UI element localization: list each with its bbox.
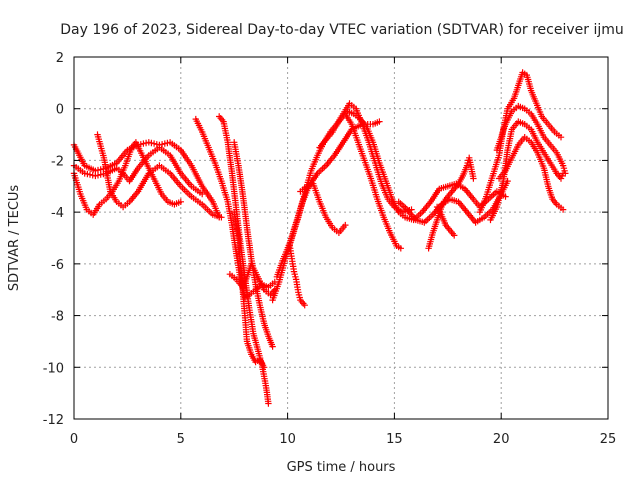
plot-frame	[73, 56, 609, 420]
series-arc-12	[286, 242, 308, 309]
chart-title: Day 196 of 2023, Sidereal Day-to-day VTE…	[60, 22, 624, 38]
data-point-markers	[231, 139, 276, 350]
y-tick-label: -2	[51, 154, 64, 169]
y-tick-label: -4	[51, 206, 64, 221]
x-tick-label: 15	[386, 432, 403, 447]
x-tick-label: 25	[600, 432, 617, 447]
data-point-markers	[495, 134, 567, 213]
data-point-markers	[487, 118, 567, 224]
y-tick-label: -12	[43, 413, 64, 428]
y-axis-label: SDTVAR / TECUs	[7, 185, 22, 292]
series-arc-9	[226, 260, 278, 299]
series-arc-20	[487, 118, 567, 224]
y-tick-label: 0	[56, 103, 64, 118]
series-arc-22	[495, 134, 567, 213]
data-point-markers	[316, 110, 404, 252]
series-arc-14	[316, 110, 404, 252]
x-tick-label: 10	[279, 432, 296, 447]
series-arc-21	[493, 102, 569, 177]
x-tick-label: 0	[70, 432, 78, 447]
data-point-markers	[425, 154, 477, 252]
data-point-markers	[94, 131, 225, 221]
series-arc-18	[433, 203, 458, 239]
series-arc-17	[425, 154, 477, 252]
data-point-markers	[226, 260, 278, 299]
data-point-markers	[286, 242, 308, 309]
x-axis-tick-labels: 0 5 10 15 20 25	[70, 432, 616, 447]
y-axis-tick-labels: -12 -10 -8 -6 -4 -2 0 2	[43, 51, 64, 428]
series-arc-13	[297, 180, 349, 236]
data-point-markers	[297, 180, 349, 236]
axis-ticks	[73, 56, 609, 420]
data-point-markers	[433, 203, 458, 239]
y-tick-label: -8	[51, 310, 64, 325]
grid-lines	[74, 57, 608, 419]
x-tick-label: 5	[177, 432, 185, 447]
y-tick-label: -6	[51, 258, 64, 273]
x-tick-label: 20	[493, 432, 510, 447]
series-arc-7	[231, 139, 276, 350]
data-points	[70, 69, 569, 407]
series-arc-3	[94, 131, 225, 221]
data-point-markers	[493, 102, 569, 177]
x-axis-label: GPS time / hours	[287, 460, 396, 475]
y-tick-label: -10	[43, 361, 64, 376]
y-tick-label: 2	[56, 51, 64, 66]
